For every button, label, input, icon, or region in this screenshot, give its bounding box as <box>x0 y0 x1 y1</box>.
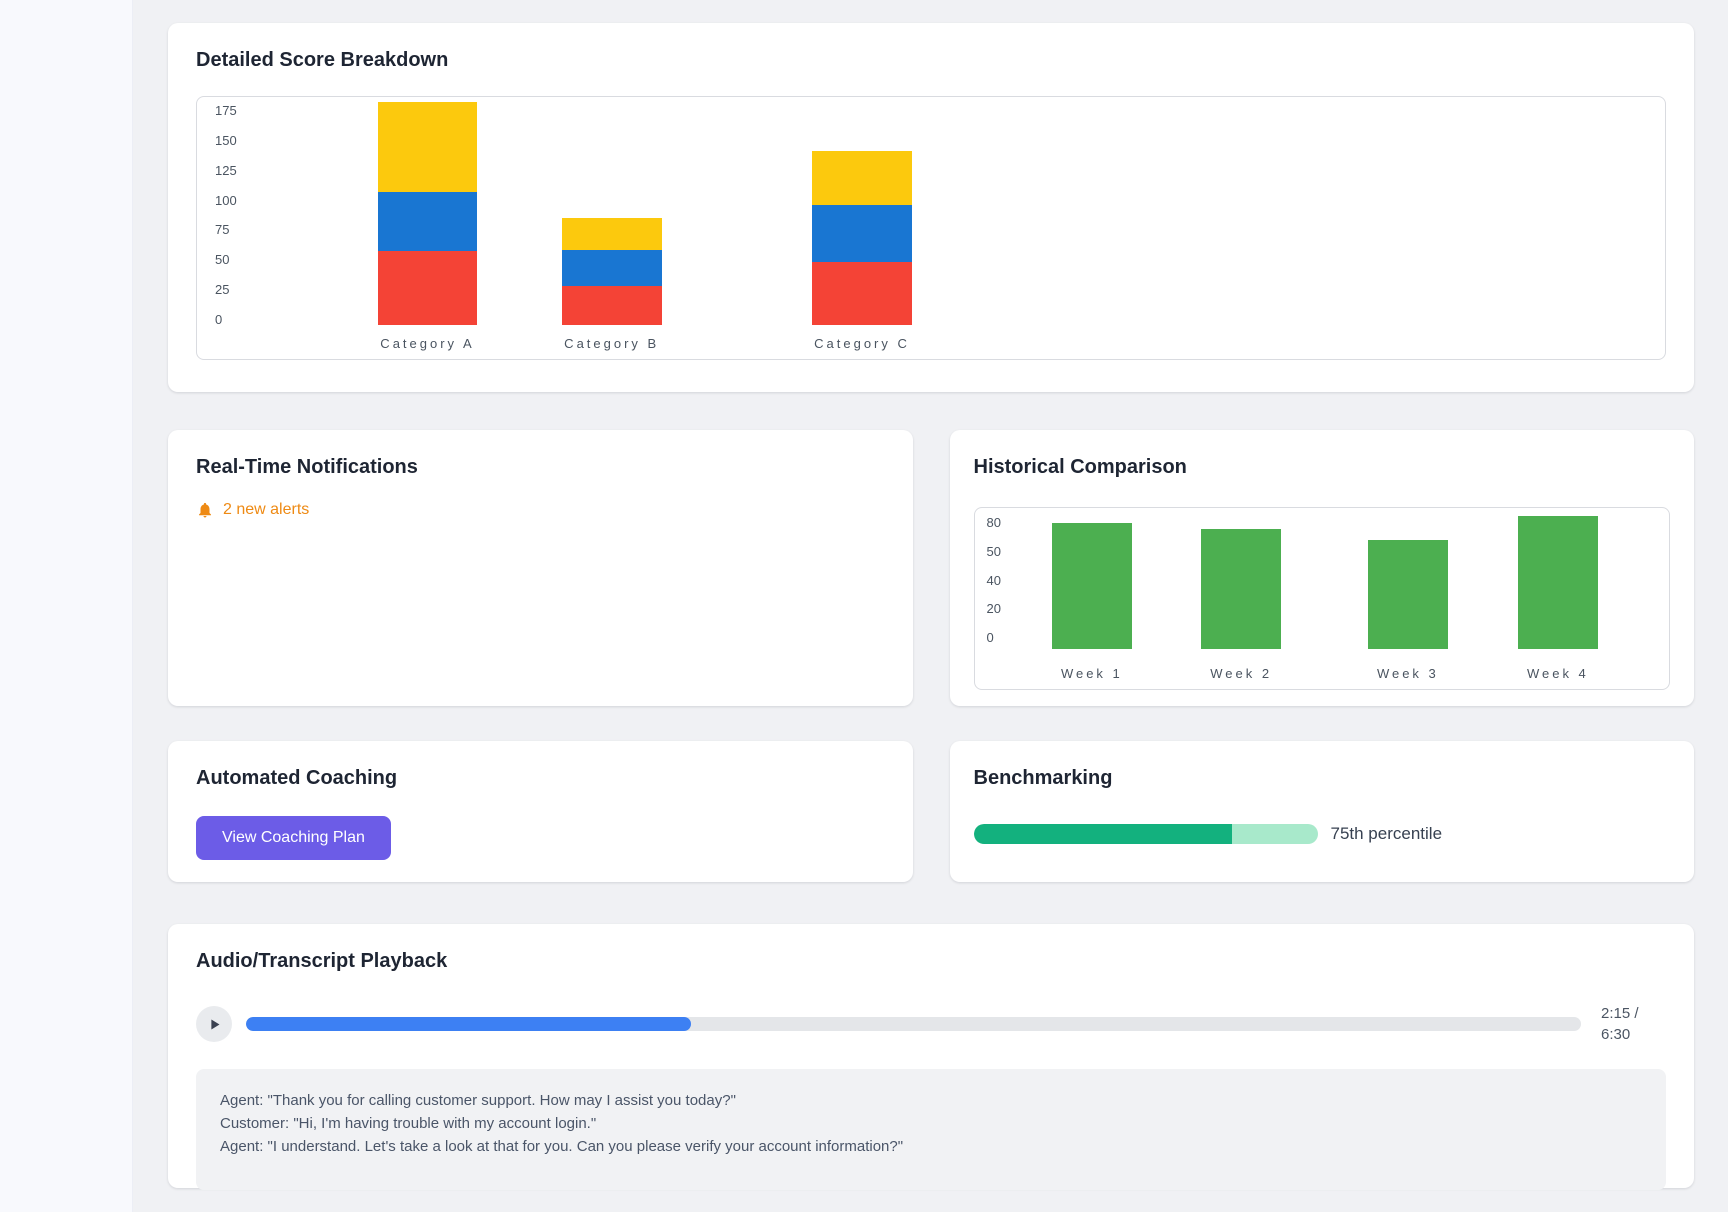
transcript-line: Agent: "Thank you for calling customer s… <box>220 1092 736 1109</box>
coaching-title: Automated Coaching <box>196 767 398 789</box>
audio-progress-bar[interactable] <box>246 1017 1581 1031</box>
x-axis-label: Week 2 <box>1210 666 1273 681</box>
card-historical-comparison: Historical Comparison 0 20 40 50 80 Week 1 We… <box>949 430 1694 706</box>
x-axis-label: Week 3 <box>1376 666 1439 681</box>
play-icon <box>210 1019 219 1029</box>
y-tick-label: 40 <box>986 572 1001 588</box>
bar-category-b <box>561 217 662 325</box>
weekly-score <box>1051 523 1133 649</box>
red-segment <box>561 285 662 325</box>
y-tick-label: 75 <box>215 222 230 238</box>
audio-player-row: 2:15 / 6:30 <box>196 1003 1666 1045</box>
card-benchmarking: Benchmarking 75th percentile <box>949 741 1694 882</box>
card-automated-coaching: Automated Coaching View Coaching Plan <box>168 741 913 882</box>
bell-icon <box>199 502 211 518</box>
y-tick-label: 150 <box>215 133 237 148</box>
transcript-line: Agent: "I understand. Let's take a look … <box>220 1138 904 1155</box>
card-notifications: Real-Time Notifications 2 new alerts <box>168 430 913 706</box>
stacked-chart-plot-area: 0 25 50 75 100 125 150 175 <box>197 97 1665 327</box>
red-segment <box>377 251 478 325</box>
new-alerts-indicator[interactable]: 2 new alerts <box>196 501 885 519</box>
x-axis-label: Category A <box>380 336 475 351</box>
transcript-line: Customer: "Hi, I'm having trouble with m… <box>220 1115 597 1132</box>
score-breakdown-chart: 0 25 50 75 100 125 150 175 Category A Category B… <box>196 96 1666 360</box>
row-coaching-benchmarking: Automated Coaching View Coaching Plan Be… <box>168 741 1694 882</box>
notifications-title: Real-Time Notifications <box>196 456 418 478</box>
y-tick-label: 50 <box>215 252 230 267</box>
x-axis-label: Week 4 <box>1526 666 1589 681</box>
transcript-box: Agent: "Thank you for calling customer s… <box>196 1069 1666 1190</box>
view-coaching-plan-button[interactable]: View Coaching Plan <box>196 816 391 860</box>
blue-segment <box>812 204 912 262</box>
y-tick-label: 80 <box>986 515 1001 531</box>
blue-segment <box>561 250 662 286</box>
yellow-segment <box>812 151 912 205</box>
card-score-breakdown: Detailed Score Breakdown 0 25 50 75 100 125 15… <box>168 23 1694 392</box>
y-tick-label: 20 <box>986 601 1001 617</box>
dashboard-content: Detailed Score Breakdown 0 25 50 75 100 125 15… <box>133 0 1728 1190</box>
weekly-score <box>1517 516 1599 649</box>
alert-count-text: 2 new alerts <box>223 501 310 518</box>
bar-category-a <box>377 102 478 325</box>
y-tick-label: 125 <box>215 162 237 178</box>
bar-week-4 <box>1517 516 1599 649</box>
y-tick-label: 100 <box>215 192 237 208</box>
red-segment <box>812 261 912 325</box>
x-axis-label: Category C <box>814 336 910 351</box>
yellow-segment <box>561 217 662 250</box>
weekly-score <box>1367 540 1449 649</box>
score-breakdown-title: Detailed Score Breakdown <box>196 49 449 71</box>
bar-week-2 <box>1200 528 1282 649</box>
historical-title: Historical Comparison <box>973 456 1187 478</box>
card-audio-transcript-playback: Audio/Transcript Playback 2:15 / 6:30 Ag… <box>168 924 1694 1190</box>
bar-category-c <box>812 151 912 325</box>
y-tick-label: 25 <box>215 281 230 297</box>
y-tick-label: 0 <box>215 311 223 327</box>
elapsed-time: 2:15 / <box>1601 1005 1639 1022</box>
benchmarking-title: Benchmarking <box>973 767 1113 789</box>
benchmark-progress-row: 75th percentile <box>973 824 1671 844</box>
x-axis-label: Week 1 <box>1060 666 1123 681</box>
weekly-score <box>1200 528 1282 649</box>
y-tick-label: 0 <box>986 630 994 645</box>
weekly-chart-plot-area: 0 20 40 50 80 <box>975 508 1670 649</box>
playback-time: 2:15 / 6:30 <box>1601 1003 1666 1045</box>
blue-segment <box>377 191 478 252</box>
historical-comparison-chart: 0 20 40 50 80 Week 1 Week 2 Week 3 Week 4 <box>973 507 1670 690</box>
row-notifications-historical: Real-Time Notifications 2 new alerts His… <box>168 430 1694 706</box>
sidebar-strip <box>0 0 133 1212</box>
play-button[interactable] <box>196 1006 232 1042</box>
x-axis-label: Category B <box>564 336 660 351</box>
playback-title: Audio/Transcript Playback <box>196 950 448 972</box>
total-duration: 6:30 <box>1601 1026 1631 1043</box>
bar-week-1 <box>1051 523 1133 649</box>
percentile-label: 75th percentile <box>1330 824 1443 843</box>
bar-week-3 <box>1367 540 1449 649</box>
yellow-segment <box>377 102 478 192</box>
y-tick-label: 175 <box>215 103 237 119</box>
audio-progress-fill <box>246 1017 691 1031</box>
benchmark-progress-fill <box>973 824 1232 844</box>
y-tick-label: 50 <box>986 543 1001 559</box>
benchmark-progress-track <box>973 824 1318 844</box>
